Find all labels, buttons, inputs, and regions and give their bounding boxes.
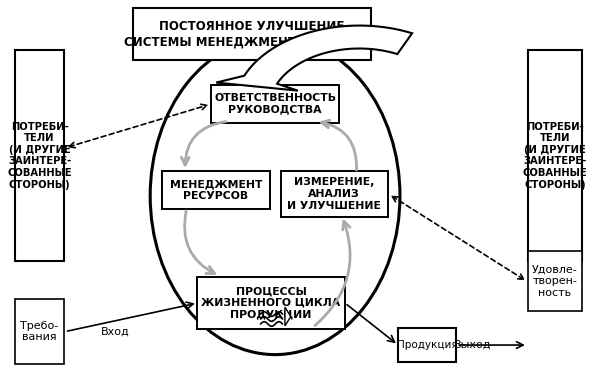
FancyBboxPatch shape [398,328,456,362]
FancyBboxPatch shape [162,171,270,209]
Text: Вход: Вход [101,327,130,337]
FancyBboxPatch shape [211,85,339,123]
Text: ИЗМЕРЕНИЕ,
АНАЛИЗ
И УЛУЧШЕНИЕ: ИЗМЕРЕНИЕ, АНАЛИЗ И УЛУЧШЕНИЕ [287,177,381,210]
Polygon shape [285,307,291,326]
FancyBboxPatch shape [197,277,345,329]
FancyBboxPatch shape [528,50,583,261]
FancyBboxPatch shape [281,171,388,217]
Text: ПРОЦЕССЫ
ЖИЗНЕННОГО ЦИКЛА
ПРОДУКЦИИ: ПРОЦЕССЫ ЖИЗНЕННОГО ЦИКЛА ПРОДУКЦИИ [202,286,340,319]
Text: Удовле-
творен-
ность: Удовле- творен- ность [532,264,578,298]
Text: Требо-
вания: Требо- вания [20,321,59,343]
Text: МЕНЕДЖМЕНТ
РЕСУРСОВ: МЕНЕДЖМЕНТ РЕСУРСОВ [170,179,262,201]
Text: ПОСТОЯННОЕ УЛУЧШЕНИЕ
СИСТЕМЫ МЕНЕДЖМЕНТА КАЧЕСТВА: ПОСТОЯННОЕ УЛУЧШЕНИЕ СИСТЕМЫ МЕНЕДЖМЕНТА… [124,20,380,48]
Text: ПОТРЕБИ-
ТЕЛИ
(И ДРУГИЕ
ЗАИНТЕРЕ-
СОВАННЫЕ
СТОРОНЫ): ПОТРЕБИ- ТЕЛИ (И ДРУГИЕ ЗАИНТЕРЕ- СОВАНН… [7,122,72,190]
Text: Продукция: Продукция [397,340,458,350]
Text: Выход: Выход [454,340,491,350]
Text: ОТВЕТСТВЕННОСТЬ
РУКОВОДСТВА: ОТВЕТСТВЕННОСТЬ РУКОВОДСТВА [214,93,336,115]
FancyBboxPatch shape [528,251,583,311]
FancyBboxPatch shape [15,50,64,261]
FancyBboxPatch shape [133,8,371,60]
Polygon shape [216,26,412,91]
Ellipse shape [150,37,400,354]
FancyBboxPatch shape [15,299,64,364]
Text: ПОТРЕБИ-
ТЕЛИ
(И ДРУГИЕ
ЗАИНТЕРЕ-
СОВАННЫЕ
СТОРОНЫ): ПОТРЕБИ- ТЕЛИ (И ДРУГИЕ ЗАИНТЕРЕ- СОВАНН… [523,122,587,190]
